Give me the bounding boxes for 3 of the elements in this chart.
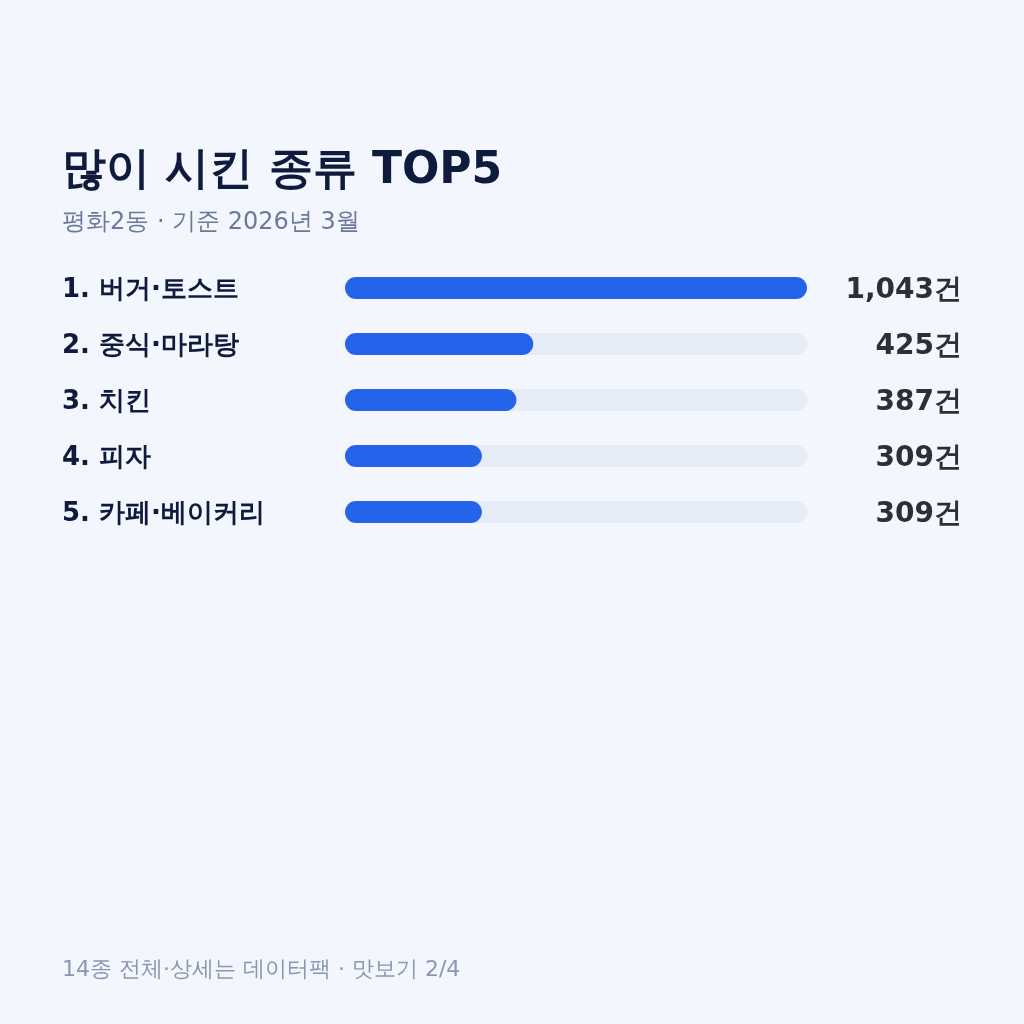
title: 많이 시킨 종류 TOP5 (62, 142, 503, 193)
annotation: 14종 전체·상세는 데이터팩 · 맛보기 2/4 (62, 956, 461, 981)
subtitle: 평화2동 · 기준 2026년 3월 (62, 207, 360, 235)
